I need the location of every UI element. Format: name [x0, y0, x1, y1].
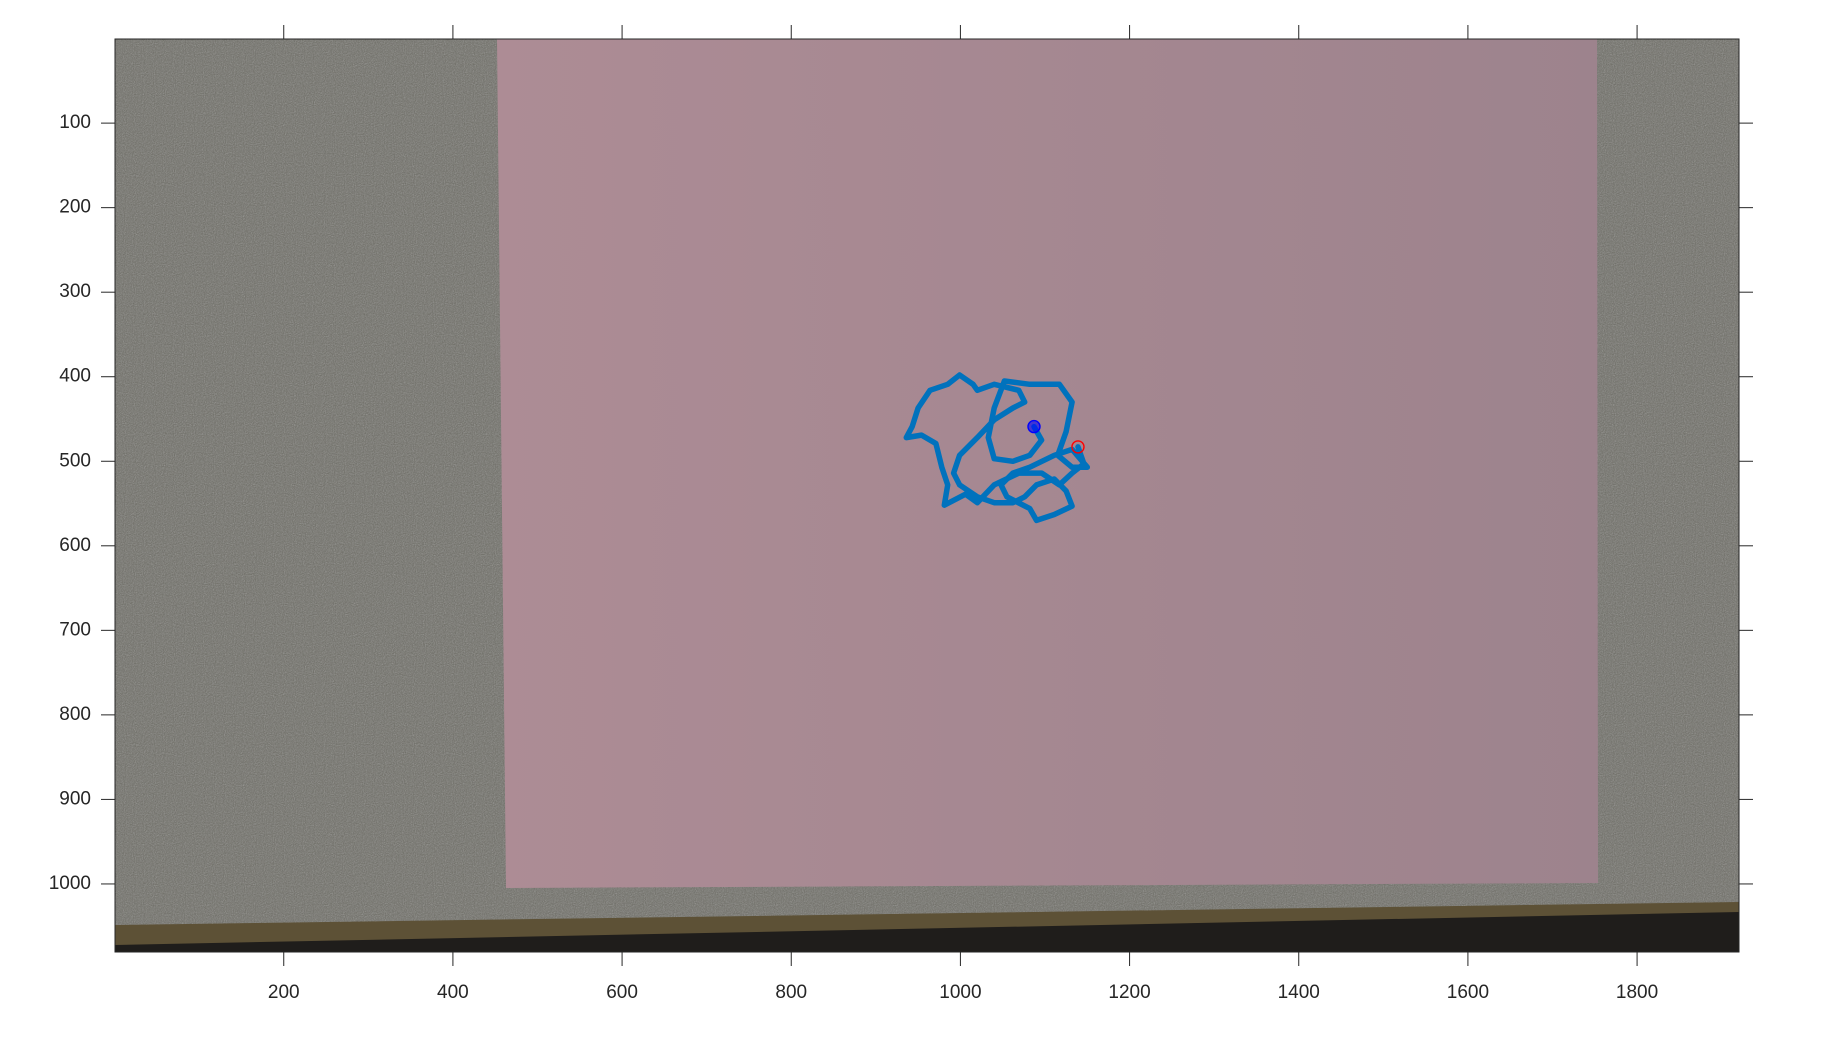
y-tick-label: 700	[59, 619, 91, 640]
point-marker	[1071, 440, 1085, 454]
y-tick-label: 600	[59, 535, 91, 556]
y-tick-label: 1000	[49, 873, 91, 894]
x-tick-label: 400	[437, 982, 469, 1003]
floor-shadow	[115, 912, 1739, 952]
y-tick-label: 200	[59, 197, 91, 218]
axes-box	[114, 38, 1740, 953]
y-tick-label: 300	[59, 281, 91, 302]
x-tick-label: 200	[268, 982, 300, 1003]
x-tick-label: 800	[775, 982, 807, 1003]
y-tick-label: 400	[59, 366, 91, 387]
x-tick-label: 1600	[1447, 982, 1489, 1003]
y-tick-label: 800	[59, 704, 91, 725]
paper	[497, 39, 1598, 888]
x-tick-label: 1400	[1278, 982, 1320, 1003]
x-tick-label: 1800	[1616, 982, 1658, 1003]
image	[115, 39, 1739, 952]
point-marker	[1027, 419, 1041, 434]
trajectory	[903, 372, 1091, 524]
x-tick-label: 1000	[939, 982, 981, 1003]
y-tick-label: 500	[59, 450, 91, 471]
x-tick-label: 600	[606, 982, 638, 1003]
x-tick-label: 1200	[1108, 982, 1150, 1003]
y-tick-label: 900	[59, 788, 91, 809]
y-tick-label: 100	[59, 112, 91, 133]
